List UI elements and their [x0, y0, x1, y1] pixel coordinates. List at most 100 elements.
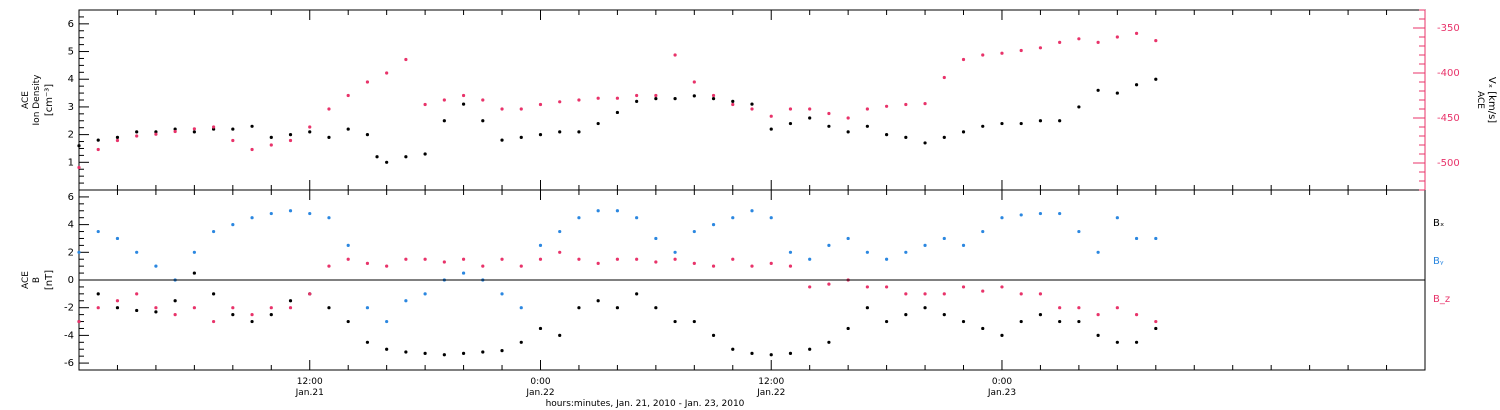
bottom-series-point-1 — [288, 209, 293, 213]
x-axis-ticks: 12:00Jan.210:00Jan.2212:00Jan.220:00Jan.… — [116, 10, 1388, 398]
top-series-point-0 — [346, 127, 350, 131]
top-series-point-1 — [173, 129, 177, 134]
bottom-series-point-1 — [538, 243, 543, 247]
top-series-point-0 — [788, 121, 793, 126]
bottom-series-point-2 — [1038, 292, 1043, 296]
bottom-series-point-1 — [135, 250, 139, 254]
top-series-point-0 — [192, 130, 196, 134]
legend-by: Bᵧ — [1433, 256, 1444, 267]
top-series-point-0 — [865, 124, 869, 128]
bottom-series-point-2 — [308, 292, 312, 296]
top-series-point-0 — [538, 133, 543, 137]
bottom-tick-label: -2 — [64, 303, 74, 314]
top-series-point-0 — [692, 94, 696, 98]
bottom-series-point-1 — [1096, 250, 1100, 254]
top-series-point-1 — [1134, 31, 1139, 35]
bottom-series-point-0 — [1058, 319, 1062, 324]
top-series-point-0 — [711, 97, 716, 101]
bottom-series-point-1 — [308, 211, 312, 216]
bottom-series-point-1 — [1115, 216, 1119, 220]
bottom-series-point-0 — [346, 319, 350, 324]
bottom-series-point-0 — [558, 333, 562, 337]
bottom-series-point-2 — [500, 257, 504, 261]
bottom-series-point-1 — [96, 229, 100, 234]
bottom-series-point-1 — [385, 319, 389, 324]
top-series-point-1 — [865, 107, 869, 111]
bottom-series-point-0 — [154, 310, 158, 314]
top-series-point-0 — [769, 127, 773, 131]
top-series-point-0 — [885, 133, 889, 137]
top-series-point-0 — [673, 97, 677, 101]
bottom-series-point-2 — [904, 292, 908, 296]
bottom-series-point-2 — [365, 261, 370, 265]
top-series-point-1 — [269, 143, 273, 147]
top-left-tick-label: 1 — [68, 157, 74, 168]
bottom-series-point-1 — [154, 264, 158, 268]
bottom-series-point-2 — [1115, 306, 1119, 310]
top-series-point-0 — [327, 135, 331, 139]
top-series-point-1 — [500, 107, 504, 111]
top-series-point-1 — [904, 102, 908, 107]
top-series-point-0 — [115, 135, 120, 139]
bottom-series-point-1 — [250, 216, 254, 220]
bottom-series-point-1 — [346, 243, 350, 247]
bottom-series-point-0 — [673, 319, 677, 324]
bottom-series-point-0 — [1077, 319, 1081, 324]
bottom-series-point-2 — [942, 292, 946, 296]
bottom-series-point-0 — [865, 306, 869, 310]
top-series-point-0 — [942, 135, 946, 139]
bottom-series-point-2 — [1000, 285, 1004, 289]
top-right-axis-label-line1: ACE — [1475, 91, 1485, 109]
bottom-series-point-0 — [808, 347, 812, 351]
bottom-series-point-2 — [692, 261, 696, 265]
top-series-point-1 — [385, 71, 389, 75]
top-series-point-1 — [981, 53, 985, 57]
bottom-series-point-0 — [365, 340, 370, 344]
bottom-series-point-2 — [961, 285, 966, 289]
bottom-series-point-0 — [481, 350, 485, 354]
top-series-point-1 — [77, 165, 81, 170]
bottom-series-point-2 — [404, 257, 408, 261]
bottom-series-point-1 — [558, 229, 562, 234]
top-series-point-1 — [961, 57, 966, 62]
top-series-point-0 — [846, 130, 850, 134]
top-left-tick-label: 6 — [68, 19, 74, 30]
top-series-point-1 — [577, 98, 581, 102]
bottom-series-point-2 — [250, 313, 254, 317]
bottom-series-point-1 — [327, 216, 331, 220]
top-series-point-1 — [692, 80, 696, 84]
bottom-series-point-0 — [461, 351, 466, 355]
top-right-tick-label: -350 — [1437, 23, 1460, 34]
top-series-point-0 — [231, 127, 235, 131]
bottom-series-point-0 — [1154, 326, 1158, 331]
bottom-series-point-2 — [827, 282, 831, 286]
bottom-series-point-0 — [635, 292, 639, 296]
bottom-series-point-2 — [711, 264, 716, 268]
bottom-series-point-1 — [846, 236, 850, 241]
bottom-series-point-0 — [731, 347, 735, 351]
bottom-series-point-2 — [231, 306, 235, 310]
bottom-series-point-1 — [1058, 211, 1062, 216]
top-series-point-1 — [327, 107, 331, 111]
top-series-point-1 — [1058, 40, 1062, 45]
bottom-series-point-1 — [731, 216, 735, 220]
bottom-series-point-1 — [942, 236, 946, 241]
bottom-series-point-1 — [577, 216, 581, 220]
top-series-point-0 — [1134, 83, 1139, 87]
bottom-series-point-0 — [538, 326, 543, 331]
x-tick-label-time: 12:00 — [758, 377, 784, 387]
top-left-axis-label-line2: Ion Density — [32, 74, 42, 126]
bottom-series-point-2 — [173, 313, 177, 317]
bottom-series-point-2 — [596, 261, 600, 265]
bottom-series-point-1 — [961, 243, 966, 247]
top-series-point-0 — [654, 97, 658, 101]
bottom-series-point-2 — [1134, 313, 1139, 317]
bottom-series-point-2 — [654, 260, 658, 264]
top-series-point-1 — [596, 96, 600, 100]
bottom-series-point-0 — [846, 326, 850, 331]
top-series-point-1 — [885, 104, 889, 108]
bottom-series-point-1 — [904, 250, 908, 254]
bottom-series-point-1 — [77, 250, 81, 254]
bottom-series-point-0 — [904, 313, 908, 317]
